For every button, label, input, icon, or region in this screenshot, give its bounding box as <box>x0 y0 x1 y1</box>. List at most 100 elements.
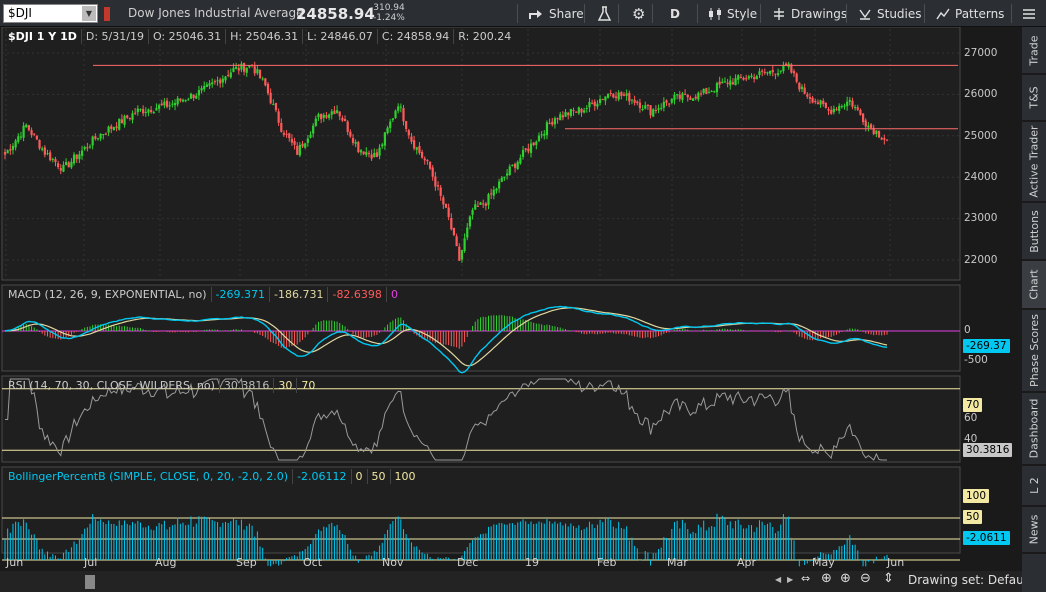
tab-l2[interactable]: L 2 <box>1022 466 1046 506</box>
candle-body <box>253 66 256 74</box>
x-axis-label: Dec <box>457 556 479 569</box>
rsi-overbought: 70 <box>296 378 319 393</box>
macd-axis-label: 0 <box>964 324 971 336</box>
drawings-button[interactable]: Drawings <box>766 3 853 24</box>
flag-icon[interactable] <box>104 7 110 21</box>
zoom-in-icon[interactable]: ⊕ <box>840 571 851 586</box>
candle-body <box>123 115 126 125</box>
candle-body <box>612 93 615 98</box>
candle-body <box>86 147 89 149</box>
candle-body <box>883 138 886 140</box>
tab-label: Phase Scores <box>1027 314 1041 387</box>
candle-body <box>410 136 413 142</box>
macd-line <box>4 305 888 374</box>
candle-body <box>819 100 822 105</box>
candle-body <box>30 130 33 136</box>
studies-button[interactable]: Studies <box>852 3 928 24</box>
bpct-header[interactable]: BollingerPercentB (SIMPLE, CLOSE, 0, 20,… <box>4 469 420 484</box>
candle-body <box>840 106 843 108</box>
candle-body <box>500 177 503 182</box>
style-button[interactable]: Style <box>702 3 763 24</box>
candle-body <box>856 107 859 110</box>
candle-body <box>705 88 708 94</box>
tab-ts[interactable]: T&S <box>1022 75 1046 121</box>
candle-body <box>415 147 418 150</box>
candle-body <box>312 125 315 134</box>
candle-body <box>378 147 381 156</box>
percent-change: -1.24% <box>373 13 405 23</box>
pan-icon[interactable]: ⇕ <box>883 571 894 586</box>
candle-body <box>551 121 554 125</box>
zoom-out-icon[interactable]: ⊖ <box>860 571 871 586</box>
candle-body <box>506 173 509 176</box>
candle-body <box>351 138 355 143</box>
candle-body <box>46 153 49 155</box>
candle-body <box>790 64 793 73</box>
tab-trade[interactable]: Trade <box>1022 27 1046 74</box>
candle-body <box>519 157 522 164</box>
lab-button[interactable] <box>592 3 617 24</box>
tab-buttons[interactable]: Buttons <box>1022 203 1046 260</box>
aggregation-button[interactable]: D <box>664 3 686 24</box>
candle-body <box>487 194 490 206</box>
tab-active-trader[interactable]: Active Trader <box>1022 122 1046 202</box>
candle-body <box>211 82 214 85</box>
tab-news[interactable]: News <box>1022 507 1046 553</box>
low-value: L: 24846.07 <box>302 29 377 44</box>
tab-dashboard[interactable]: Dashboard <box>1022 393 1046 465</box>
scroll-left-icon[interactable]: ◀ <box>775 575 782 584</box>
symbol-dropdown-icon[interactable]: ▼ <box>82 6 96 21</box>
candle-body <box>242 63 246 72</box>
patterns-button[interactable]: Patterns <box>930 3 1010 24</box>
candle-body <box>269 92 272 104</box>
candle-body <box>346 121 349 132</box>
candle-body <box>54 159 57 162</box>
share-button[interactable]: Share <box>522 3 590 24</box>
candle-body <box>274 103 278 111</box>
price-axis-label: 27000 <box>964 47 998 59</box>
candle-body <box>65 162 68 166</box>
rsi-header[interactable]: RSI (14, 70, 30, CLOSE, WILDERS, no) 30.… <box>4 378 319 393</box>
tab-phase-scores[interactable]: Phase Scores <box>1022 310 1046 392</box>
symbol-input[interactable]: $DJI ▼ <box>3 4 98 23</box>
toolbar-menu-button[interactable] <box>1016 3 1042 24</box>
candle-body <box>293 141 296 145</box>
candle-body <box>428 161 432 169</box>
bpct-value: -2.06112 <box>292 469 350 484</box>
candle-body <box>309 134 312 138</box>
candle-body <box>753 77 756 80</box>
candle-body <box>14 140 17 148</box>
candle-body <box>832 108 835 113</box>
candle-body <box>78 154 81 160</box>
expand-icon[interactable]: ⇔ <box>801 572 811 585</box>
macd-header[interactable]: MACD (12, 26, 9, EXPONENTIAL, no) -269.3… <box>4 287 402 302</box>
tab-chart[interactable]: Chart <box>1022 261 1046 309</box>
chart-area[interactable] <box>0 27 1022 592</box>
settings-button[interactable]: ⚙ <box>626 3 651 24</box>
candle-body <box>328 114 331 118</box>
candle-body <box>604 96 607 101</box>
candle-body <box>644 105 647 109</box>
hamburger-icon <box>1023 8 1035 19</box>
high-value: H: 25046.31 <box>225 29 302 44</box>
candle-body <box>859 109 862 115</box>
scroll-handle[interactable] <box>85 575 95 589</box>
drawing-set[interactable]: Drawing set: Default <box>908 573 1032 587</box>
candle-body <box>418 146 421 153</box>
candle-body <box>197 90 201 96</box>
candle-body <box>200 88 203 91</box>
scroll-right-icon[interactable]: ▶ <box>787 575 794 584</box>
crosshair-icon[interactable]: ⊕ <box>821 571 832 586</box>
candle-body <box>391 118 394 121</box>
candle-body <box>583 110 586 113</box>
candle-body <box>248 65 251 68</box>
candle-body <box>769 70 772 74</box>
candle-body <box>381 144 384 147</box>
candle-body <box>155 108 158 111</box>
macd-zero-value: 0 <box>385 287 402 302</box>
candle-body <box>548 123 551 125</box>
candle-body <box>766 72 769 74</box>
candle-body <box>213 81 216 83</box>
rsi-line <box>5 377 887 461</box>
candle-body <box>450 218 453 230</box>
